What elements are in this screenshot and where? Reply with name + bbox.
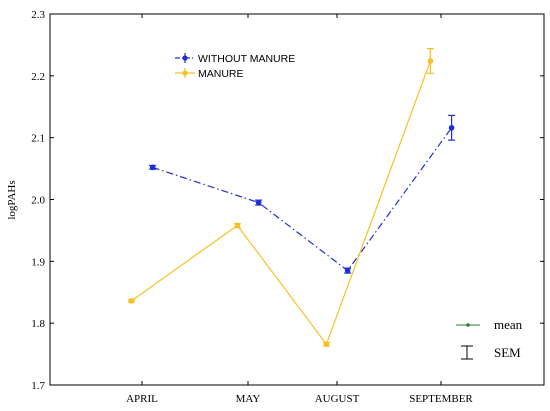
legend: WITHOUT MANURE MANURE — [175, 53, 295, 80]
x-tick-label: AUGUST — [315, 393, 360, 405]
data-point — [234, 222, 241, 229]
series-line — [131, 60, 431, 346]
y-axis-title: logPAHs — [6, 180, 18, 219]
x-tick-label: SEPTEMBER — [409, 393, 473, 405]
y-tick-label: 2.1 — [31, 133, 45, 145]
x-tick-label: APRIL — [126, 393, 158, 405]
series-layer — [127, 48, 456, 347]
y-axis: 1.7 1.8 1.9 2.0 2.1 2.2 2.3 — [31, 9, 544, 392]
data-point — [323, 341, 330, 347]
series-without-manure — [149, 114, 456, 274]
data-point — [128, 298, 135, 304]
x-axis: APRIL MAY AUGUST SEPTEMBER — [126, 14, 473, 405]
y-tick-label: 2.3 — [31, 9, 45, 21]
legend-items: WITHOUT MANURE MANURE — [175, 53, 295, 80]
legend-marker — [182, 55, 188, 61]
x-tick-label: MAY — [236, 393, 261, 405]
key-sem-label: SEM — [494, 345, 521, 360]
legend-marker — [182, 70, 188, 76]
data-point — [149, 164, 156, 171]
key-mean-label: mean — [494, 317, 523, 332]
y-tick-label: 2.2 — [31, 71, 45, 83]
legend-item-without-manure: WITHOUT MANURE — [175, 53, 295, 65]
data-point — [255, 199, 262, 206]
legend-item-manure: MANURE — [175, 68, 244, 80]
data-point — [427, 58, 434, 64]
data-point — [344, 267, 351, 274]
legend-label: WITHOUT MANURE — [198, 53, 295, 65]
y-tick-label: 1.8 — [31, 318, 45, 330]
legend-label: MANURE — [198, 68, 244, 80]
y-tick-label: 2.0 — [31, 195, 45, 207]
statistics-key: mean SEM — [456, 317, 523, 360]
y-tick-label: 1.7 — [31, 380, 45, 392]
series-manure — [127, 48, 434, 347]
y-tick-label: 1.9 — [31, 256, 45, 268]
data-point — [448, 124, 455, 131]
key-mean-marker — [466, 323, 470, 327]
